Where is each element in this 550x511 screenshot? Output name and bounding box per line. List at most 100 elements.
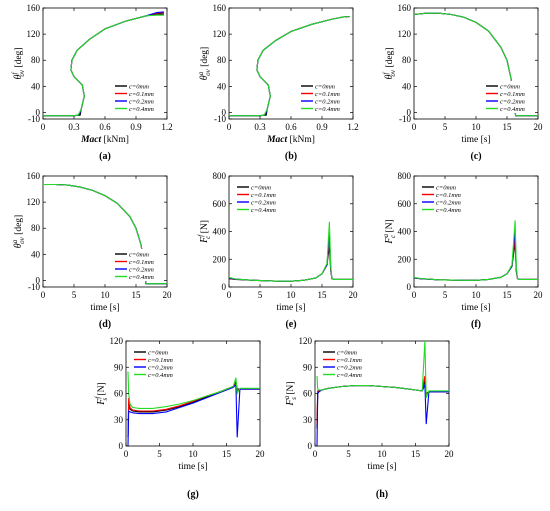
y-tick-label: 0 (119, 441, 124, 451)
series-line-4 (414, 220, 538, 281)
x-axis-label: time [s] (90, 303, 119, 313)
x-axis-unit: [s] (107, 303, 119, 313)
y-tick-label: -10 (28, 282, 40, 292)
y-axis-label-subscript: ov (18, 236, 26, 244)
series-group (43, 11, 164, 117)
x-tick-label: 0.3 (254, 122, 266, 132)
y-tick-label: 160 (27, 171, 41, 181)
y-axis-unit: [N] (97, 382, 107, 398)
legend-label: c=0.1mm (129, 91, 154, 98)
legend-label: c=0.4mm (148, 372, 173, 379)
y-tick-label: 80 (31, 55, 41, 65)
y-tick-label: 160 (27, 3, 41, 13)
legend-label: c=0.4mm (129, 106, 154, 113)
y-axis-label-subscript: s (101, 398, 109, 401)
x-tick-label: 0.9 (130, 122, 142, 132)
y-tick-label: 0 (308, 441, 313, 451)
legend-label: c=0.1mm (251, 192, 276, 199)
legend-label: c=0mm (337, 350, 357, 357)
subplot-caption: (a) (99, 151, 111, 162)
series-group (127, 371, 260, 446)
y-tick-label: 120 (27, 29, 41, 39)
y-tick-label: 120 (398, 29, 412, 39)
y-axis-unit: [deg] (385, 48, 395, 70)
y-axis-label: θaov [deg] (197, 47, 212, 80)
subplot-caption: (d) (99, 319, 111, 330)
x-axis-label-text: time (90, 303, 107, 313)
x-axis-unit: [s] (478, 303, 490, 313)
series-line-4 (127, 371, 260, 409)
y-tick-label: -10 (399, 114, 411, 124)
x-axis-unit: [s] (384, 462, 396, 472)
x-tick-label: 15 (222, 449, 232, 459)
series-line-3 (127, 383, 260, 446)
legend-label: c=0mm (500, 84, 520, 91)
x-tick-label: 20 (256, 449, 266, 459)
y-axis-label: θfov [deg] (11, 48, 26, 80)
x-axis-label: time [s] (276, 303, 305, 313)
x-tick-label: 20 (534, 290, 544, 300)
x-tick-label: 10 (287, 290, 297, 300)
y-tick-label: 120 (27, 197, 41, 207)
legend-label: c=0.2mm (436, 200, 461, 207)
x-tick-label: 10 (472, 290, 482, 300)
x-axis-unit: [kNm] (101, 135, 129, 145)
x-axis-label: Mact [kNm] (266, 135, 315, 145)
legend-label: c=0.1mm (500, 91, 525, 98)
x-tick-label: 1.2 (347, 122, 358, 132)
y-axis-label-superscript: f (94, 396, 102, 399)
subplot-caption: (c) (470, 151, 481, 162)
x-tick-label: 15 (411, 449, 421, 459)
x-tick-label: 1.2 (161, 122, 172, 132)
legend-label: c=0mm (129, 252, 149, 259)
x-tick-label: 20 (163, 290, 173, 300)
x-tick-label: 0.6 (285, 122, 297, 132)
y-axis-label-symbol: θ (13, 243, 24, 248)
x-axis-unit: [kNm] (287, 135, 315, 145)
subplot-a: 0 0.3 0.6 0.9 1.2 -100 40 80 120 160 Mact [kNm] θfo… (11, 3, 173, 162)
y-tick-label: 0 (36, 275, 41, 285)
y-axis-label-subscript: c (389, 234, 397, 238)
legend-label: c=0.2mm (129, 99, 154, 106)
subplot-caption: (h) (376, 489, 388, 500)
x-tick-label: 20 (534, 122, 544, 132)
legend-label: c=0.1mm (129, 259, 154, 266)
y-tick-label: 160 (398, 3, 412, 13)
y-tick-label: 40 (31, 81, 41, 91)
y-tick-label: 80 (31, 223, 41, 233)
x-axis-unit: [s] (478, 135, 490, 145)
legend-label: c=0.4mm (129, 274, 154, 281)
legend-label: c=0mm (251, 185, 271, 192)
y-axis-label-symbol: θ (13, 74, 24, 79)
x-tick-label: 0 (227, 290, 232, 300)
subplot-d: 0 5 10 15 20 -100 40 80 120 160 time [s] θaov [deg]… (11, 171, 172, 330)
x-axis-label: time [s] (461, 135, 490, 145)
y-tick-label: 600 (213, 199, 227, 209)
x-axis-label-text: Mact (80, 135, 101, 145)
x-tick-label: 10 (101, 290, 111, 300)
y-axis-label: Ffs [N] (94, 382, 109, 405)
series-group (229, 15, 350, 117)
y-axis-label-symbol: F (285, 398, 296, 406)
y-axis-label-superscript: a (197, 71, 205, 75)
x-tick-label: 0 (41, 290, 46, 300)
y-tick-label: 800 (213, 171, 227, 181)
legend-label: c=0.1mm (315, 91, 340, 98)
y-axis-unit: [deg] (200, 47, 210, 69)
y-tick-label: 30 (303, 415, 313, 425)
y-axis-label-superscript: f (197, 234, 205, 237)
y-axis-unit: [deg] (14, 48, 24, 70)
x-tick-label: 20 (445, 449, 455, 459)
y-axis-unit: [deg] (14, 215, 24, 237)
y-axis-label: θaov [deg] (11, 215, 26, 248)
y-axis-label-subscript: c (204, 235, 212, 239)
y-axis-label-superscript: f (382, 72, 390, 75)
x-tick-label: 0 (412, 290, 417, 300)
y-axis-label: Ffc [N] (197, 220, 212, 244)
